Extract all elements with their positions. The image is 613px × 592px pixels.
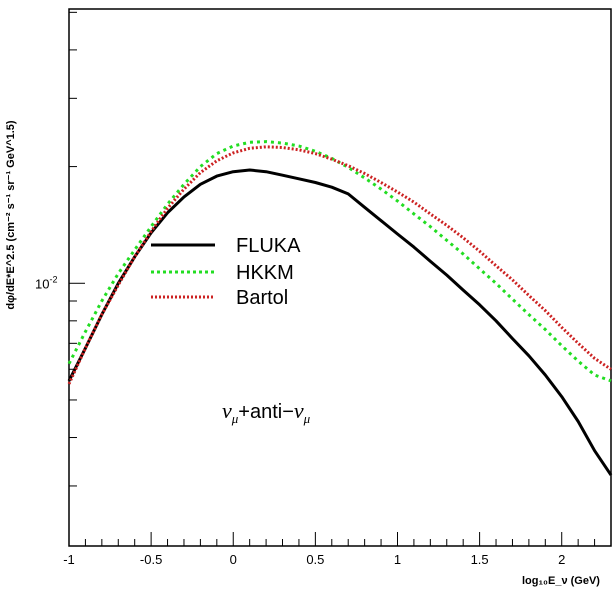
plot-frame bbox=[68, 8, 612, 547]
series-line-hkkm bbox=[67, 140, 612, 383]
x-tick-label: 0 bbox=[230, 552, 237, 567]
legend-label-hkkm: HKKM bbox=[236, 262, 294, 284]
x-tick-label: 1 bbox=[394, 552, 401, 567]
x-tick-label: 0.5 bbox=[306, 552, 324, 567]
x-axis-title: log₁₀E_ν (GeV) bbox=[522, 575, 600, 587]
y-tick-label: 10-2 bbox=[35, 274, 57, 291]
y-axis bbox=[69, 11, 85, 487]
y-axis-title: dφ/dE*E^2.5 (cm⁻² s⁻¹ sr⁻¹ GeV^1.5) bbox=[5, 120, 17, 309]
legend-label-bartol: Bartol bbox=[236, 287, 288, 309]
legend: FLUKA HKKM Bartol bbox=[151, 235, 301, 309]
annotation-nu-1: ν bbox=[222, 398, 232, 423]
annotation-label: νμ+anti−νμ bbox=[222, 398, 311, 426]
x-tick-label: -0.5 bbox=[140, 552, 162, 567]
y-tick-label-base: 10 bbox=[35, 276, 49, 291]
annotation-mu-2: μ bbox=[303, 411, 311, 426]
x-tick-label: 2 bbox=[558, 552, 565, 567]
annotation-middle: +anti− bbox=[238, 401, 294, 423]
x-tick-label: 1.5 bbox=[471, 552, 489, 567]
x-tick-label: -1 bbox=[63, 552, 75, 567]
series-layer bbox=[67, 140, 613, 476]
annotation-nu-2: ν bbox=[294, 398, 304, 423]
annotation-mu-1: μ bbox=[231, 411, 239, 426]
x-axis: -1 -0.5 0 0.5 1 1.5 2 bbox=[63, 532, 612, 567]
legend-label-fluka: FLUKA bbox=[236, 235, 301, 257]
series-line-fluka bbox=[67, 168, 613, 476]
y-tick-label-exponent: -2 bbox=[49, 274, 57, 284]
